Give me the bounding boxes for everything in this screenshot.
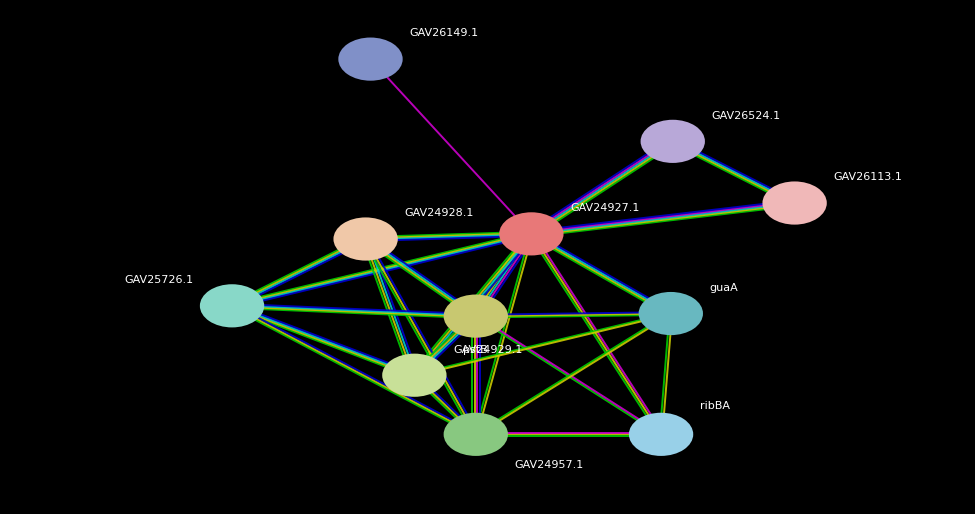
Ellipse shape (762, 181, 827, 225)
Text: GAV24929.1: GAV24929.1 (453, 344, 523, 355)
Ellipse shape (338, 38, 403, 81)
Ellipse shape (444, 413, 508, 456)
Text: GAV26524.1: GAV26524.1 (712, 111, 781, 121)
Text: GAV24928.1: GAV24928.1 (405, 208, 474, 218)
Ellipse shape (382, 354, 447, 397)
Text: GAV26149.1: GAV26149.1 (410, 28, 479, 39)
Text: pstB: pstB (463, 344, 488, 355)
Text: ribBA: ribBA (700, 401, 730, 411)
Ellipse shape (641, 120, 705, 163)
Ellipse shape (629, 413, 693, 456)
Ellipse shape (333, 217, 398, 261)
Text: GAV24927.1: GAV24927.1 (570, 203, 640, 213)
Text: GAV26113.1: GAV26113.1 (834, 172, 903, 182)
Ellipse shape (444, 295, 508, 338)
Ellipse shape (200, 284, 264, 327)
Ellipse shape (499, 212, 564, 255)
Text: guaA: guaA (710, 283, 738, 293)
Text: GAV25726.1: GAV25726.1 (124, 275, 193, 285)
Text: GAV24957.1: GAV24957.1 (515, 460, 584, 470)
Ellipse shape (639, 292, 703, 335)
